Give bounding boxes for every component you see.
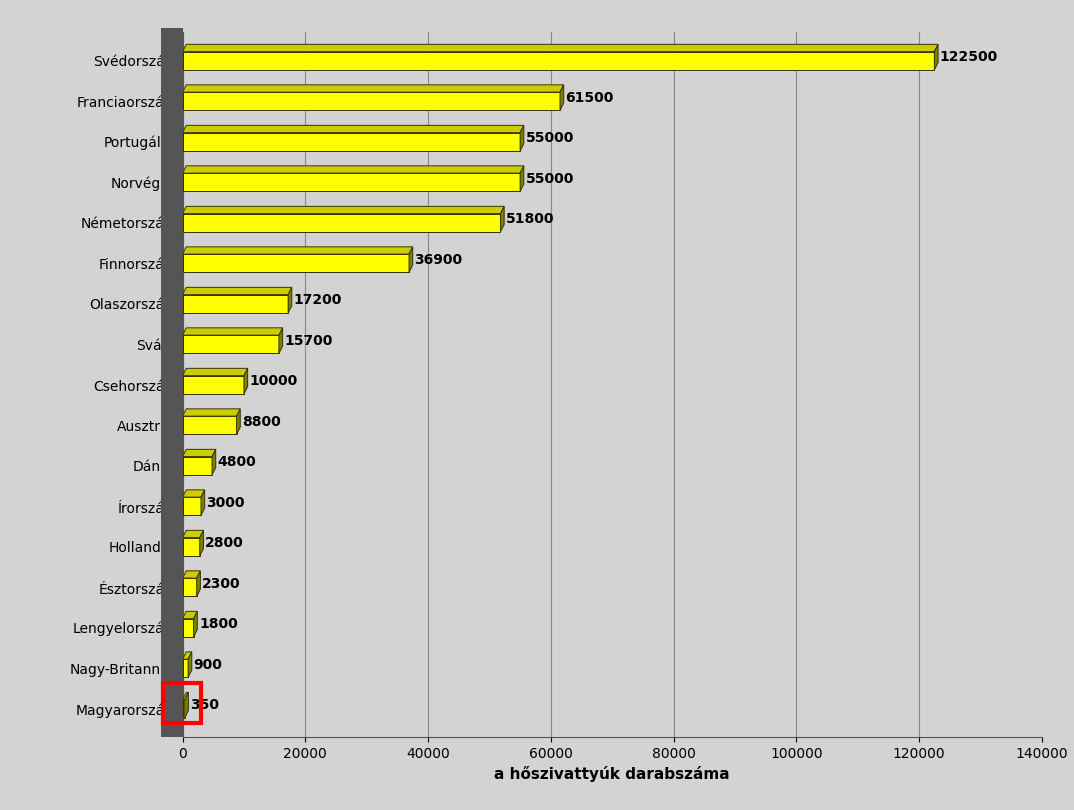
Text: 55000: 55000 <box>525 172 574 185</box>
Text: 10000: 10000 <box>249 374 297 388</box>
Text: 55000: 55000 <box>525 131 574 145</box>
Text: 36900: 36900 <box>415 253 463 266</box>
Polygon shape <box>244 369 248 394</box>
Text: 51800: 51800 <box>506 212 554 226</box>
Polygon shape <box>183 288 292 295</box>
Polygon shape <box>188 652 192 677</box>
Polygon shape <box>183 207 504 214</box>
Polygon shape <box>183 126 524 133</box>
Bar <box>183 497 201 515</box>
Polygon shape <box>183 166 524 173</box>
Bar <box>183 538 200 556</box>
Polygon shape <box>520 166 524 191</box>
Polygon shape <box>500 207 504 232</box>
Bar <box>183 416 236 434</box>
Polygon shape <box>183 571 201 578</box>
Bar <box>183 254 409 272</box>
Polygon shape <box>185 693 188 718</box>
Text: 900: 900 <box>193 658 222 671</box>
Polygon shape <box>201 490 205 515</box>
Polygon shape <box>520 126 524 151</box>
Polygon shape <box>183 45 938 52</box>
Polygon shape <box>212 450 216 475</box>
Bar <box>183 52 934 70</box>
Text: 61500: 61500 <box>566 91 614 104</box>
Text: 4800: 4800 <box>218 455 257 469</box>
Polygon shape <box>560 85 564 110</box>
Bar <box>183 619 193 637</box>
Polygon shape <box>183 652 192 659</box>
Text: 350: 350 <box>190 698 219 712</box>
Text: 17200: 17200 <box>293 293 342 307</box>
Bar <box>183 133 520 151</box>
Bar <box>183 173 520 191</box>
Text: 1800: 1800 <box>199 617 238 631</box>
Polygon shape <box>197 571 201 596</box>
Bar <box>161 28 183 737</box>
Polygon shape <box>183 612 198 619</box>
Polygon shape <box>183 328 282 335</box>
Bar <box>183 376 244 394</box>
Polygon shape <box>183 693 188 700</box>
Polygon shape <box>288 288 292 313</box>
Bar <box>183 295 288 313</box>
Polygon shape <box>934 45 938 70</box>
X-axis label: a hőszivattyúk darabszáma: a hőszivattyúk darabszáma <box>494 766 730 782</box>
Polygon shape <box>193 612 198 637</box>
Bar <box>183 659 188 677</box>
Text: 3000: 3000 <box>206 496 245 509</box>
Bar <box>183 335 279 353</box>
Text: 122500: 122500 <box>940 50 998 64</box>
Polygon shape <box>183 409 241 416</box>
Bar <box>183 214 500 232</box>
Polygon shape <box>183 490 205 497</box>
Polygon shape <box>183 531 203 538</box>
Polygon shape <box>409 247 412 272</box>
Polygon shape <box>279 328 282 353</box>
Bar <box>183 578 197 596</box>
Bar <box>183 457 212 475</box>
Polygon shape <box>236 409 241 434</box>
Text: 2800: 2800 <box>205 536 244 550</box>
Polygon shape <box>183 450 216 457</box>
Text: 2300: 2300 <box>202 577 241 590</box>
Polygon shape <box>183 85 564 92</box>
Polygon shape <box>200 531 203 556</box>
Bar <box>183 700 185 718</box>
Text: 15700: 15700 <box>285 334 333 347</box>
Polygon shape <box>183 247 412 254</box>
Polygon shape <box>183 369 248 376</box>
Bar <box>183 92 560 110</box>
Text: 8800: 8800 <box>242 415 281 428</box>
